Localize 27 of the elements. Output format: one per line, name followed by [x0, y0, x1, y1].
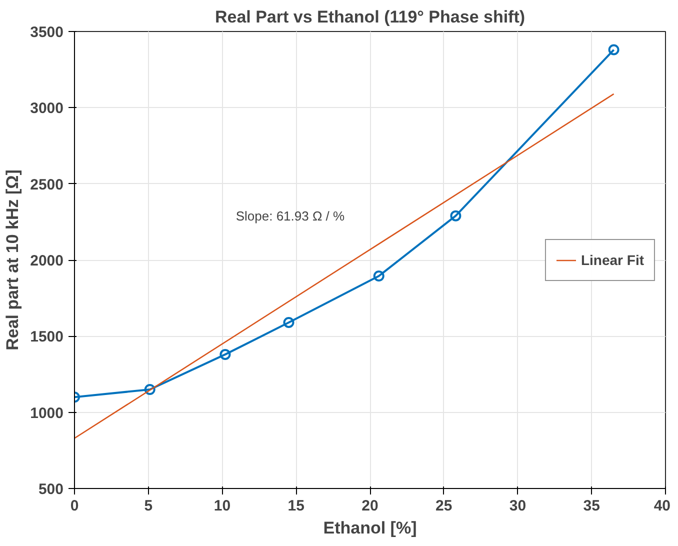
point [144, 384, 156, 395]
point [220, 348, 231, 360]
x-tick-label: 10 [214, 498, 231, 514]
point [608, 44, 620, 56]
y-tick-label: 2500 [30, 176, 64, 194]
y-axis-title: Real part at 10 kHz [Ω] [3, 170, 22, 350]
chart-title: Real Part vs Ethanol (119° Phase shift) [214, 8, 526, 26]
y-tick-label: 2000 [30, 252, 64, 270]
x-tick-label: 25 [436, 498, 452, 514]
point [283, 316, 294, 328]
x-tick-label: 5 [144, 498, 153, 514]
x-axis-title: Ethanol [%] [323, 518, 417, 538]
x-tick-label: 0 [70, 498, 79, 514]
x-tick-label: 35 [583, 498, 600, 514]
annotation: Slope: 61.93 Ω / % [236, 208, 346, 224]
x-tick-label: 20 [362, 498, 378, 514]
point [373, 270, 384, 282]
y-tick-label: 1500 [30, 328, 64, 346]
y-tick-label: 500 [38, 481, 64, 498]
y-tick-label: 1000 [30, 404, 64, 422]
y-tick-label: 3000 [30, 100, 64, 118]
y-tick-label: 3500 [30, 24, 64, 41]
x-tick-label: 15 [288, 498, 304, 514]
legend-label: Linear Fit [580, 252, 644, 268]
x-tick-label: 40 [654, 498, 671, 514]
point [450, 210, 462, 222]
x-tick-label: 30 [509, 498, 526, 514]
